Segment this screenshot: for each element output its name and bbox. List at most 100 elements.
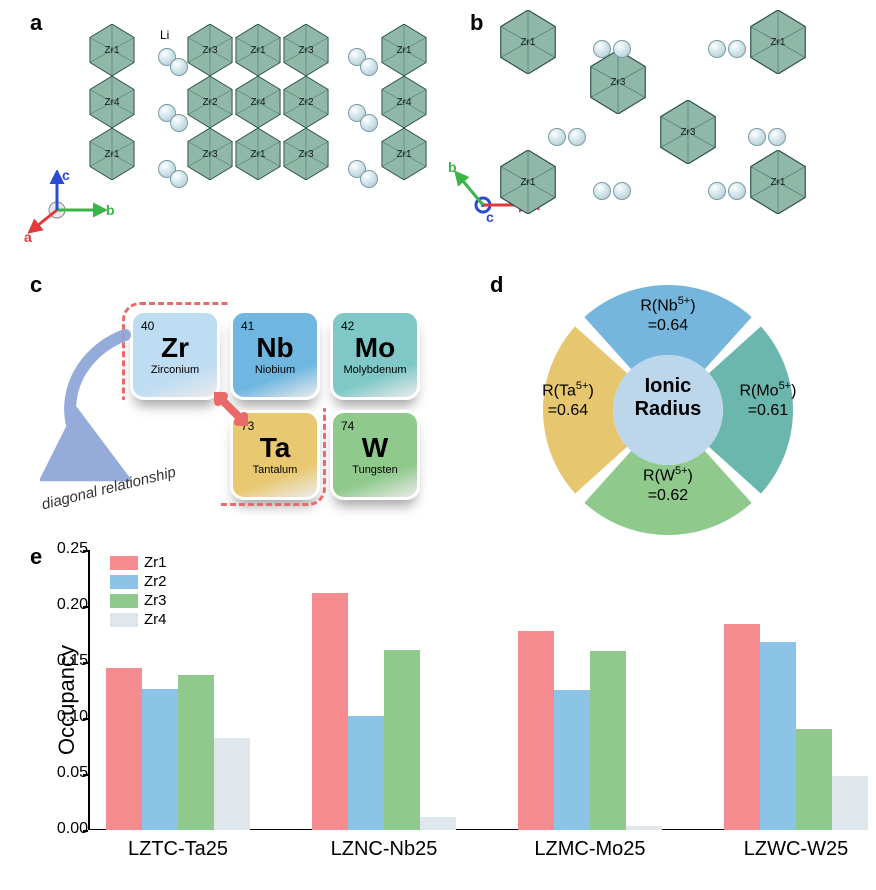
svg-text:c: c (62, 170, 70, 183)
y-tick (83, 718, 88, 720)
octahedron: Zr2 (186, 76, 234, 128)
octahedron: Zr3 (588, 50, 648, 114)
octahedron: Zr2 (282, 76, 330, 128)
center-line1: Ionic (645, 375, 692, 397)
li-sphere (360, 58, 378, 76)
bar (796, 729, 832, 830)
li-sphere (708, 40, 726, 58)
bar (590, 651, 626, 830)
octahedron: Zr3 (186, 24, 234, 76)
y-tick-label: 0.10 (28, 708, 88, 726)
figure: a b c d e Li a b c Zr1 (10, 10, 866, 870)
bar-group (312, 593, 456, 830)
x-tick-label: LZTC-Ta25 (106, 838, 250, 861)
link-arrow-icon (210, 388, 260, 438)
octahedron: Zr1 (380, 128, 428, 180)
legend-item: Zr4 (110, 611, 167, 628)
svg-text:a: a (24, 229, 32, 245)
x-tick-label: LZWC-W25 (724, 838, 868, 861)
y-tick-label: 0.25 (28, 540, 88, 558)
y-tick (83, 830, 88, 832)
bar (760, 642, 796, 830)
li-sphere (708, 182, 726, 200)
li-sphere (170, 170, 188, 188)
octahedron: Zr1 (88, 128, 136, 180)
li-sphere (170, 58, 188, 76)
svg-text:b: b (448, 160, 457, 175)
octahedron: Zr1 (380, 24, 428, 76)
chart-plot-area (88, 550, 846, 830)
li-sphere (548, 128, 566, 146)
legend-item: Zr3 (110, 592, 167, 609)
legend: Zr1 Zr2 Zr3 Zr4 (110, 554, 167, 630)
octahedron: Zr4 (88, 76, 136, 128)
y-tick (83, 550, 88, 552)
li-sphere (360, 114, 378, 132)
bar (518, 631, 554, 830)
li-sphere (568, 128, 586, 146)
donut-seg-label: R(W5+)=0.62 (608, 465, 728, 506)
bar (832, 776, 868, 830)
panel-d-donut: Ionic Radius R(Nb5+)=0.64 R(Mo5+)=0.61 R(W… (448, 270, 866, 520)
octahedron: Zr3 (282, 128, 330, 180)
y-tick-label: 0.05 (28, 764, 88, 782)
y-tick (83, 606, 88, 608)
panel-e-barchart: Occupancy 0.000.050.100.150.200.25 LZTC-… (10, 530, 866, 870)
li-label: Li (160, 28, 169, 42)
y-tick (83, 774, 88, 776)
legend-item: Zr1 (110, 554, 167, 571)
element-tile: 74WTungsten (330, 410, 420, 500)
li-sphere (593, 182, 611, 200)
octahedron: Zr1 (88, 24, 136, 76)
octahedron: Zr1 (498, 10, 558, 74)
octahedron: Zr1 (498, 150, 558, 214)
panel-a-crystal: Li a b c Zr1 Zr4 (10, 10, 448, 250)
bar (348, 716, 384, 830)
bar (106, 668, 142, 830)
bar-group (106, 668, 250, 830)
li-sphere (748, 128, 766, 146)
panel-c-periodic: 40ZrZirconium41NbNiobium42MoMolybdenum 7… (10, 270, 448, 520)
y-tick-label: 0.00 (28, 820, 88, 838)
element-tile: 41NbNiobium (230, 310, 320, 400)
bar (420, 817, 456, 830)
octahedron: Zr1 (234, 24, 282, 76)
donut-seg-label: R(Nb5+)=0.64 (608, 295, 728, 336)
li-sphere (728, 40, 746, 58)
bar-group (724, 624, 868, 830)
octahedron: Zr1 (748, 10, 808, 74)
octahedron: Zr3 (658, 100, 718, 164)
li-sphere (768, 128, 786, 146)
y-tick (83, 662, 88, 664)
x-tick-label: LZMC-Mo25 (518, 838, 662, 861)
x-tick-label: LZNC-Nb25 (312, 838, 456, 861)
li-sphere (170, 114, 188, 132)
svg-text:b: b (106, 202, 115, 218)
li-sphere (360, 170, 378, 188)
li-sphere (593, 40, 611, 58)
panel-b-crystal: a b c Zr1 Zr1 Zr3 Zr3 Zr1 Zr1 (448, 10, 866, 250)
octahedron: Zr3 (186, 128, 234, 180)
li-sphere (613, 182, 631, 200)
bar (178, 675, 214, 830)
octahedron: Zr3 (282, 24, 330, 76)
donut-seg-label: R(Mo5+)=0.61 (708, 380, 828, 421)
donut-seg-label: R(Ta5+)=0.64 (508, 380, 628, 421)
element-tile: 42MoMolybdenum (330, 310, 420, 400)
octahedron: Zr1 (234, 128, 282, 180)
li-sphere (728, 182, 746, 200)
legend-item: Zr2 (110, 573, 167, 590)
octahedron: Zr4 (380, 76, 428, 128)
bar (724, 624, 760, 830)
bar (384, 650, 420, 830)
bar-group (518, 631, 662, 830)
svg-text:c: c (486, 209, 494, 225)
octahedron: Zr1 (748, 150, 808, 214)
axes-abc: a b c (22, 170, 122, 250)
bar (626, 826, 662, 830)
bar (142, 689, 178, 830)
bar (214, 738, 250, 830)
center-line2: Radius (635, 398, 702, 420)
octahedron: Zr4 (234, 76, 282, 128)
bar (554, 690, 590, 830)
